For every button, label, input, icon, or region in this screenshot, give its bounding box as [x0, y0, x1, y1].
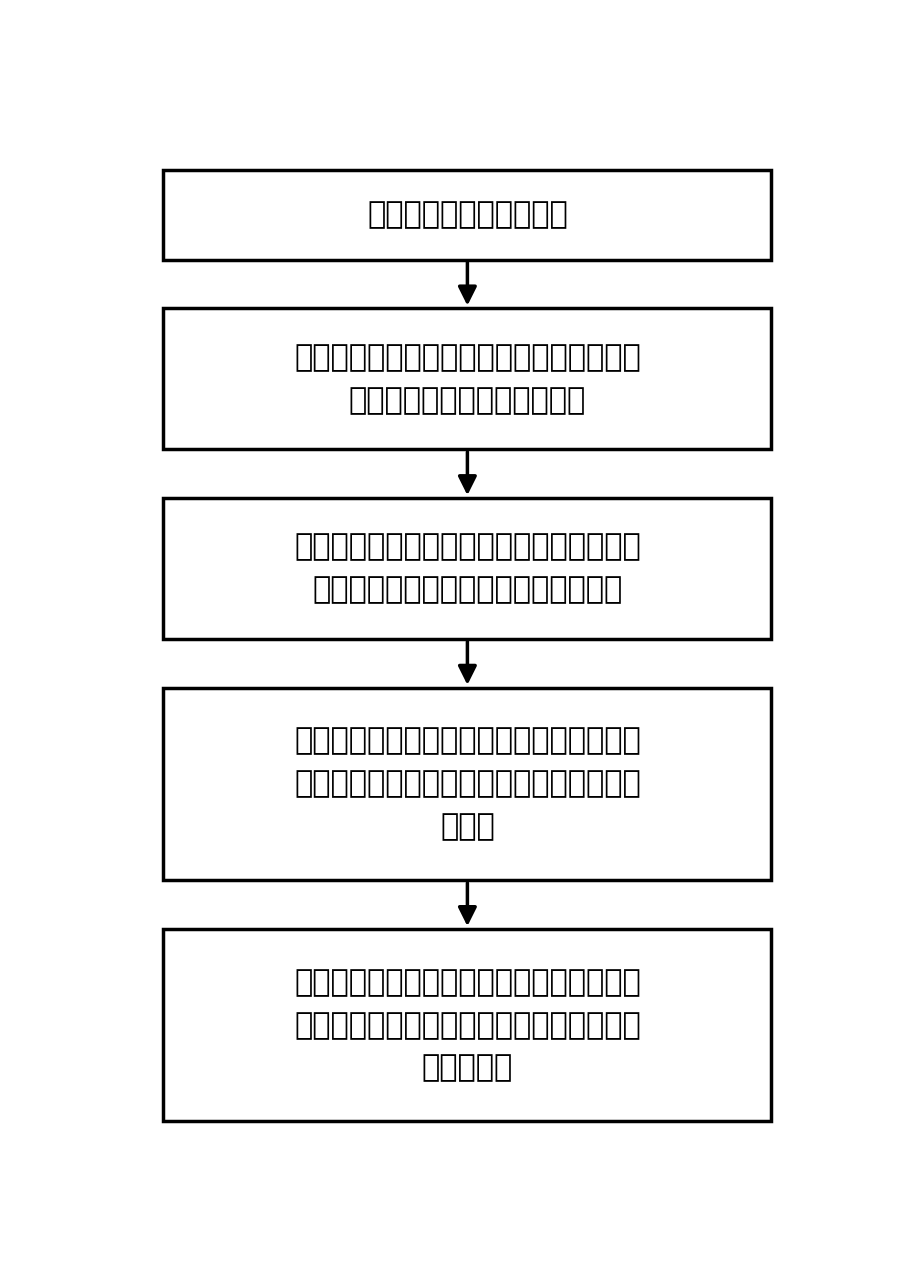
Text: 电力设备接入能源路由器: 电力设备接入能源路由器 — [366, 201, 568, 229]
Bar — [163, 170, 771, 260]
Text: 控制器从负荷特征库提取该设备模型得到其
运行状态的变化趋势以及是否发生故障: 控制器从负荷特征库提取该设备模型得到其 运行状态的变化趋势以及是否发生故障 — [293, 532, 640, 605]
Text: 电力设备退出能源路由器时，端口控制器感
知到负荷的变化，停止能量的传输并调整系
统控制策略: 电力设备退出能源路由器时，端口控制器感 知到负荷的变化，停止能量的传输并调整系 … — [293, 968, 640, 1082]
Bar — [163, 308, 771, 449]
Text: 接口控制单元通过端口负荷智能感知算法获
取设备类型与当前的运行状态: 接口控制单元通过端口负荷智能感知算法获 取设备类型与当前的运行状态 — [293, 343, 640, 414]
Bar — [163, 498, 771, 638]
Bar — [163, 688, 771, 880]
Text: 控制器发出指令给电能变换器，使变换器端
口与设备实现无差衔接，并随着运行过程动
态调整: 控制器发出指令给电能变换器，使变换器端 口与设备实现无差衔接，并随着运行过程动 … — [293, 726, 640, 842]
Bar — [163, 929, 771, 1122]
